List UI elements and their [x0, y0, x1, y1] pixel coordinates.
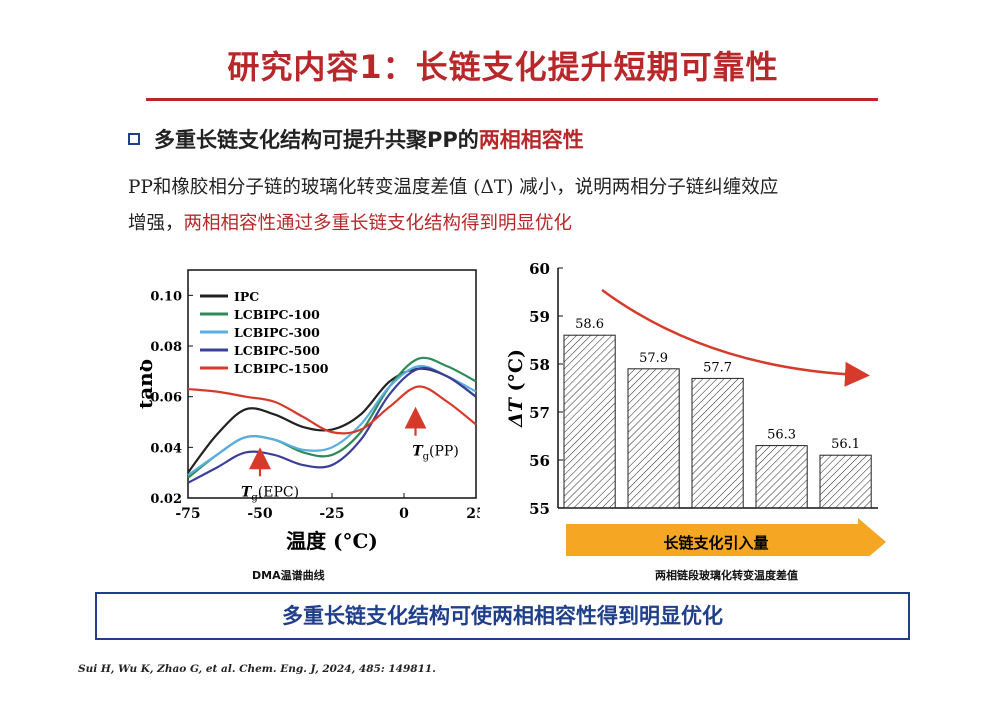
dma-legend-label: LCBIPC-300	[234, 325, 320, 340]
branching-amount-arrow	[566, 518, 886, 556]
bar-lcbipc-300	[691, 377, 744, 509]
bullet-heading: 多重长链支化结构可提升共聚PP的两相相容性	[128, 124, 584, 154]
bar-value-label: 57.7	[703, 360, 732, 375]
bar-lcbipc-500	[755, 445, 808, 509]
dma-legend-label: IPC	[234, 289, 259, 304]
dma-y-tick-label: 0.10	[150, 289, 182, 304]
dma-series-line-4	[187, 366, 477, 484]
decreasing-trend-arrow	[601, 288, 870, 387]
bar-y-axis-label: ΔT (°C)	[505, 349, 527, 428]
paragraph-line-2: 增强，两相相容性通过多重长链支化结构得到明显优化	[128, 206, 898, 242]
dma-annotation-label: Tg(PP)	[412, 444, 459, 463]
dma-y-tick-label: 0.08	[150, 340, 182, 355]
bar-value-label: 56.1	[831, 437, 860, 452]
paragraph-highlight: 两相相容性通过多重长链支化结构得到明显优化	[183, 213, 573, 234]
description-paragraph: PP和橡胶相分子链的玻璃化转变温度差值 (ΔT) 减小，说明两相分子链纠缠效应 …	[128, 170, 898, 242]
left-chart-caption: DMA温谱曲线	[252, 569, 325, 582]
dma-y-tick-label: 0.04	[150, 441, 182, 456]
bar-value-label: 57.9	[639, 351, 668, 366]
bullet-highlight: 两相相容性	[478, 128, 584, 152]
bar-y-tick-label: 57	[529, 404, 550, 422]
dma-legend-label: LCBIPC-1500	[234, 361, 329, 376]
dma-legend-label: LCBIPC-100	[234, 307, 320, 322]
dma-annotation-label: Tg(EPC)	[241, 484, 299, 503]
bar-y-tick-label: 55	[529, 500, 550, 518]
bar-value-label: 58.6	[575, 317, 604, 332]
bullet-text: 多重长链支化结构可提升共聚PP的	[154, 128, 479, 152]
dma-y-tick-label: 0.02	[150, 492, 182, 507]
delta-t-bar-chart: 55 56 57 58 59 60 ΔT (°C) 58.6 57.9 57.7 56.3 56.1 长…	[505, 260, 886, 556]
conclusion-banner: 多重长链支化结构可使两相相容性得到明显优化	[95, 592, 910, 640]
bar-y-tick-label: 58	[529, 356, 550, 374]
bar-ipc	[563, 334, 616, 509]
dma-chart: -75 -50 -25 0 25 0.02 0.04 0.06 0.08 0.10 温度 (°C) t…	[140, 269, 480, 553]
paragraph-line-2-start: 增强，	[128, 213, 184, 234]
dma-y-axis-label: tanδ	[140, 359, 157, 409]
dma-plot-frame	[187, 269, 477, 499]
dma-x-tick-label: -25	[319, 506, 344, 522]
bar-y-tick-label: 56	[529, 452, 550, 470]
reference-citation: Sui H, Wu K, Zhao G, et al. Chem. Eng. J…	[78, 663, 436, 675]
bar-y-tick-label: 59	[529, 308, 550, 326]
bar-y-tick-label: 60	[529, 260, 550, 278]
bar-lcbipc-100	[627, 368, 680, 509]
title-divider	[146, 98, 878, 101]
dma-x-tick-label: -75	[175, 506, 200, 522]
dma-x-axis-label: 温度 (°C)	[286, 529, 378, 553]
bar-x-axis-label: 长链支化引入量	[663, 534, 768, 552]
right-chart-caption: 两相链段玻璃化转变温度差值	[655, 569, 798, 582]
dma-x-tick-label: 0	[399, 506, 409, 522]
bar-value-label: 56.3	[767, 428, 796, 443]
bar-lcbipc-1500	[819, 454, 872, 509]
page-title: 研究内容1：长链支化提升短期可靠性	[227, 48, 779, 86]
paragraph-line-1: PP和橡胶相分子链的玻璃化转变温度差值 (ΔT) 减小，说明两相分子链纠缠效应	[128, 177, 779, 198]
dma-x-tick-label: -50	[247, 506, 273, 522]
dma-x-tick-label: 25	[466, 506, 480, 522]
dma-series-line-5	[187, 385, 477, 435]
dma-legend-label: LCBIPC-500	[234, 343, 320, 358]
dma-y-tick-label: 0.06	[150, 391, 182, 406]
square-bullet-icon	[128, 133, 140, 145]
dma-series-line-3	[187, 364, 477, 477]
